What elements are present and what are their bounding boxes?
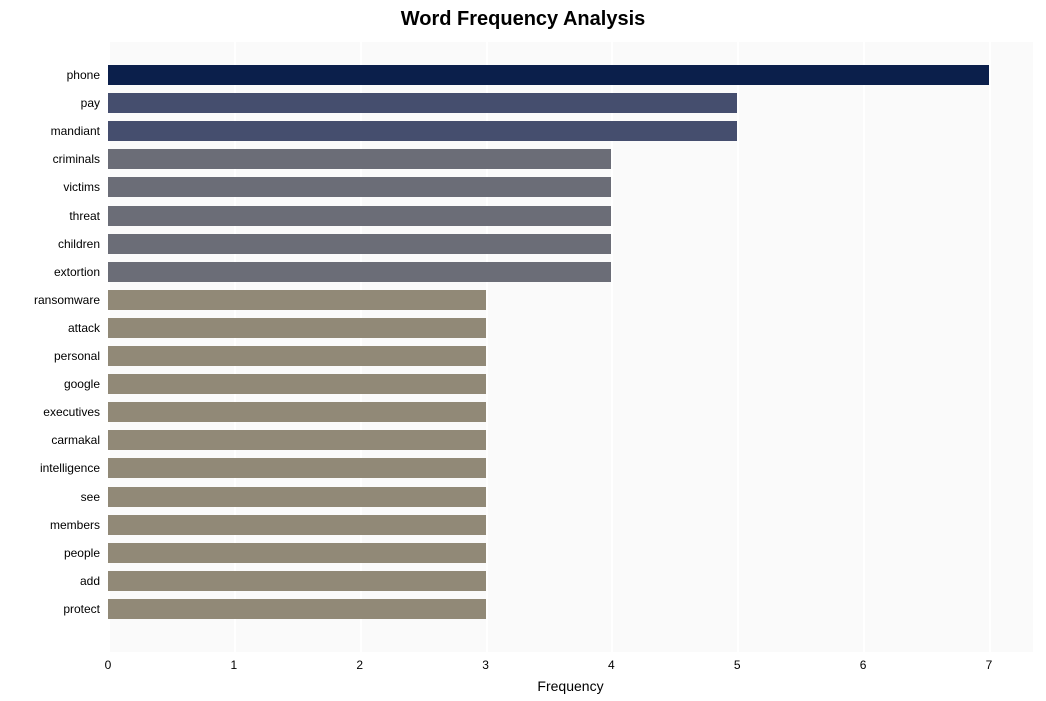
y-tick-label: google	[0, 377, 100, 391]
y-tick-label: ransomware	[0, 293, 100, 307]
bar	[108, 346, 486, 366]
bar	[108, 599, 486, 619]
x-tick-label: 6	[860, 658, 867, 672]
chart-container: Word Frequency Analysis phone pay mandiant…	[0, 0, 1046, 701]
bar	[108, 458, 486, 478]
bar	[108, 262, 611, 282]
bar	[108, 430, 486, 450]
y-tick-label: attack	[0, 321, 100, 335]
bar	[108, 290, 486, 310]
x-axis-label: Frequency	[108, 678, 1033, 694]
x-tick-label: 4	[608, 658, 615, 672]
x-tick-label: 5	[734, 658, 741, 672]
bar	[108, 65, 989, 85]
y-tick-label: threat	[0, 209, 100, 223]
plot-area	[108, 42, 1033, 652]
y-tick-label: phone	[0, 68, 100, 82]
bars-group	[108, 42, 1033, 652]
x-tick-label: 7	[986, 658, 993, 672]
y-tick-label: children	[0, 237, 100, 251]
bar	[108, 234, 611, 254]
bar	[108, 121, 737, 141]
y-tick-label: executives	[0, 405, 100, 419]
bar	[108, 318, 486, 338]
bar	[108, 571, 486, 591]
y-tick-label: intelligence	[0, 461, 100, 475]
bar	[108, 515, 486, 535]
y-tick-label: see	[0, 490, 100, 504]
bar	[108, 487, 486, 507]
x-tick-label: 3	[482, 658, 489, 672]
bar	[108, 206, 611, 226]
x-tick-label: 1	[231, 658, 238, 672]
bar	[108, 543, 486, 563]
bar	[108, 177, 611, 197]
y-tick-label: extortion	[0, 265, 100, 279]
y-tick-label: people	[0, 546, 100, 560]
bar	[108, 402, 486, 422]
y-tick-label: carmakal	[0, 433, 100, 447]
y-tick-label: personal	[0, 349, 100, 363]
bar	[108, 93, 737, 113]
y-tick-label: victims	[0, 180, 100, 194]
chart-title: Word Frequency Analysis	[0, 8, 1046, 31]
y-tick-label: members	[0, 518, 100, 532]
bar	[108, 374, 486, 394]
y-tick-label: protect	[0, 602, 100, 616]
y-tick-label: mandiant	[0, 124, 100, 138]
y-tick-label: pay	[0, 96, 100, 110]
x-tick-label: 2	[356, 658, 363, 672]
x-tick-label: 0	[105, 658, 112, 672]
y-tick-label: criminals	[0, 152, 100, 166]
y-tick-label: add	[0, 574, 100, 588]
bar	[108, 149, 611, 169]
